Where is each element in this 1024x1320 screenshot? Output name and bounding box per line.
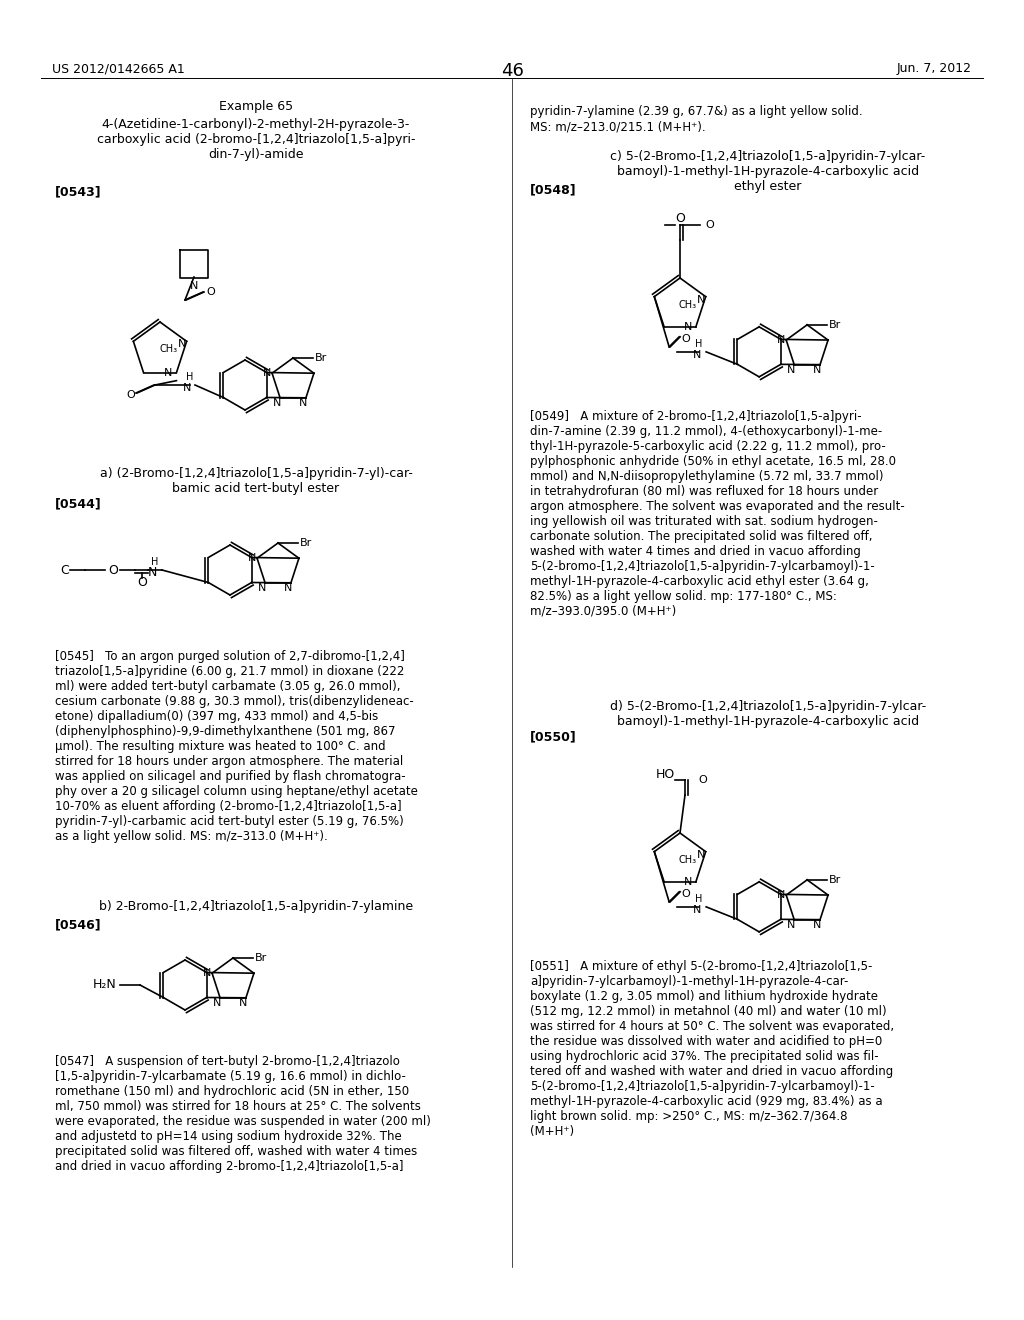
- Text: [0547]   A suspension of tert-butyl 2-bromo-[1,2,4]triazolo
[1,5-a]pyridin-7-ylc: [0547] A suspension of tert-butyl 2-brom…: [55, 1055, 431, 1173]
- Text: N: N: [684, 876, 692, 887]
- Text: N: N: [787, 920, 796, 929]
- Text: [0551]   A mixture of ethyl 5-(2-bromo-[1,2,4]triazolo[1,5-
a]pyridin-7-ylcarbam: [0551] A mixture of ethyl 5-(2-bromo-[1,…: [530, 960, 894, 1138]
- Text: US 2012/0142665 A1: US 2012/0142665 A1: [52, 62, 184, 75]
- Text: d) 5-(2-Bromo-[1,2,4]triazolo[1,5-a]pyridin-7-ylcar-
bamoyl)-1-methyl-1H-pyrazol: d) 5-(2-Bromo-[1,2,4]triazolo[1,5-a]pyri…: [610, 700, 926, 729]
- Text: Br: Br: [255, 953, 267, 964]
- Text: [0550]: [0550]: [530, 730, 577, 743]
- Text: Br: Br: [829, 319, 842, 330]
- Text: N: N: [813, 364, 821, 375]
- Text: HO: HO: [655, 768, 675, 781]
- Text: H: H: [152, 557, 159, 568]
- Text: CH₃: CH₃: [679, 300, 696, 310]
- Text: O: O: [137, 576, 146, 589]
- Text: O: O: [108, 564, 118, 577]
- Text: C: C: [60, 564, 70, 577]
- Text: [0549]   A mixture of 2-bromo-[1,2,4]triazolo[1,5-a]pyri-
din-7-amine (2.39 g, 1: [0549] A mixture of 2-bromo-[1,2,4]triaz…: [530, 411, 905, 618]
- Text: O: O: [681, 888, 690, 899]
- Text: N: N: [183, 383, 191, 393]
- Text: [0544]: [0544]: [55, 498, 101, 510]
- Text: H: H: [695, 339, 702, 348]
- Text: O: O: [698, 775, 707, 785]
- Text: N: N: [189, 281, 199, 290]
- Text: pyridin-7-ylamine (2.39 g, 67.7&) as a light yellow solid.
MS: m/z–213.0/215.1 (: pyridin-7-ylamine (2.39 g, 67.7&) as a l…: [530, 106, 862, 133]
- Text: N: N: [164, 368, 173, 378]
- Text: N: N: [263, 368, 271, 379]
- Text: N: N: [696, 294, 705, 305]
- Text: [0545]   To an argon purged solution of 2,7-dibromo-[1,2,4]
triazolo[1,5-a]pyrid: [0545] To an argon purged solution of 2,…: [55, 649, 418, 843]
- Text: N: N: [787, 364, 796, 375]
- Text: N: N: [177, 339, 185, 350]
- Text: N: N: [813, 920, 821, 929]
- Text: c) 5-(2-Bromo-[1,2,4]triazolo[1,5-a]pyridin-7-ylcar-
bamoyl)-1-methyl-1H-pyrazol: c) 5-(2-Bromo-[1,2,4]triazolo[1,5-a]pyri…: [610, 150, 926, 193]
- Text: Jun. 7, 2012: Jun. 7, 2012: [897, 62, 972, 75]
- Text: N: N: [777, 890, 785, 900]
- Text: N: N: [239, 998, 247, 1007]
- Text: O: O: [206, 286, 215, 297]
- Text: O: O: [675, 211, 685, 224]
- Text: O: O: [705, 220, 714, 230]
- Text: a) (2-Bromo-[1,2,4]triazolo[1,5-a]pyridin-7-yl)-car-
bamic acid tert-butyl ester: a) (2-Bromo-[1,2,4]triazolo[1,5-a]pyridi…: [99, 467, 413, 495]
- Text: N: N: [258, 583, 266, 593]
- Text: 4-(Azetidine-1-carbonyl)-2-methyl-2H-pyrazole-3-
carboxylic acid (2-bromo-[1,2,4: 4-(Azetidine-1-carbonyl)-2-methyl-2H-pyr…: [96, 117, 416, 161]
- Text: 46: 46: [501, 62, 523, 81]
- Text: H₂N: H₂N: [93, 978, 117, 991]
- Text: N: N: [248, 553, 256, 564]
- Text: N: N: [299, 397, 307, 408]
- Text: Example 65: Example 65: [219, 100, 293, 114]
- Text: CH₃: CH₃: [160, 345, 178, 354]
- Text: b) 2-Bromo-[1,2,4]triazolo[1,5-a]pyridin-7-ylamine: b) 2-Bromo-[1,2,4]triazolo[1,5-a]pyridin…: [99, 900, 413, 913]
- Text: N: N: [777, 335, 785, 345]
- Text: N: N: [272, 397, 282, 408]
- Text: O: O: [681, 334, 690, 343]
- Text: N: N: [203, 968, 211, 978]
- Text: CH₃: CH₃: [679, 854, 696, 865]
- Text: H: H: [695, 894, 702, 904]
- Text: O: O: [127, 389, 135, 400]
- Text: [0543]: [0543]: [55, 185, 101, 198]
- Text: N: N: [693, 904, 701, 915]
- Text: N: N: [693, 350, 701, 360]
- Text: [0548]: [0548]: [530, 183, 577, 195]
- Text: Br: Br: [315, 352, 328, 363]
- Text: H: H: [186, 372, 194, 381]
- Text: Br: Br: [829, 875, 842, 884]
- Text: Br: Br: [300, 539, 312, 548]
- Text: [0546]: [0546]: [55, 917, 101, 931]
- Text: N: N: [284, 583, 292, 593]
- Text: N: N: [147, 565, 157, 578]
- Text: N: N: [213, 998, 221, 1007]
- Text: N: N: [684, 322, 692, 331]
- Text: N: N: [696, 850, 705, 859]
